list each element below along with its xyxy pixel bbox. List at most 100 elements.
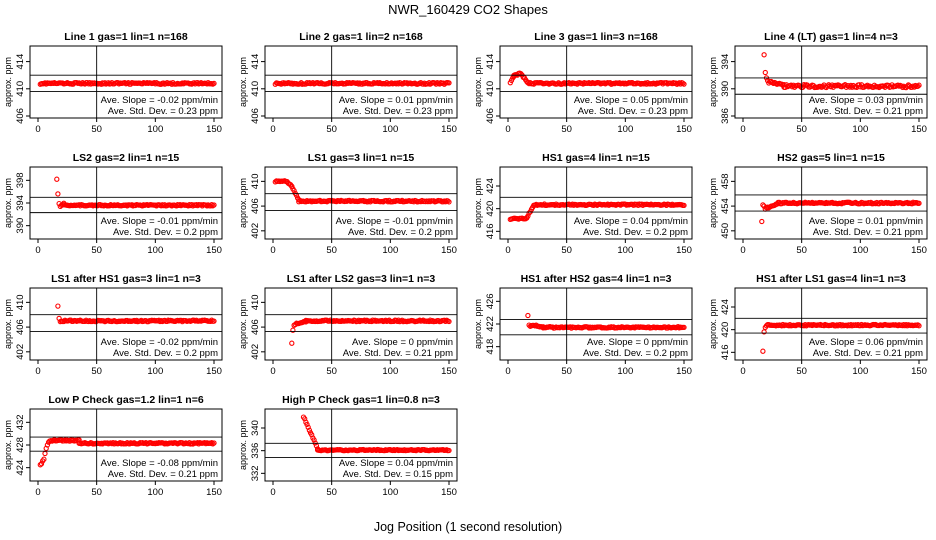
x-tick-label: 0	[740, 245, 745, 256]
data-point	[915, 83, 921, 89]
x-tick-label: 100	[147, 366, 163, 377]
stddev-annotation: Ave. Std. Dev. = 0.21 ppm	[813, 106, 923, 117]
x-tick-label: 150	[441, 124, 457, 135]
data-point	[352, 317, 358, 324]
data-point	[76, 437, 82, 443]
y-axis-label: approx. ppm	[708, 299, 718, 349]
y-tick-label: 410	[250, 294, 261, 310]
data-point	[425, 81, 431, 87]
data-point	[304, 421, 310, 428]
plot-frame	[734, 166, 928, 240]
y-tick-label: 414	[485, 54, 496, 70]
y-axis-label: approx. ppm	[238, 299, 248, 349]
stddev-annotation: Ave. Std. Dev. = 0.2 ppm	[113, 227, 218, 238]
panel-4: Line 4 (LT) gas=1 lin=4 n=3 approx. ppm 0 5…	[708, 31, 928, 135]
data-point	[379, 317, 385, 324]
plot-frame	[499, 166, 693, 240]
data-point	[211, 202, 217, 208]
y-tick-label: 454	[720, 198, 731, 214]
y-axis-label: approx. ppm	[238, 57, 248, 107]
data-point	[78, 81, 85, 87]
slope-annotation: Ave. Slope = 0.05 ppm/min	[574, 95, 688, 106]
y-axis-label: approx. ppm	[708, 178, 718, 228]
x-tick-label: 100	[382, 366, 398, 377]
data-point	[394, 318, 401, 325]
y-tick-label: 414	[250, 54, 261, 70]
y-axis-label: approx. ppm	[238, 178, 248, 228]
data-point	[122, 79, 128, 86]
data-point	[204, 203, 210, 209]
panel-title: HS2 gas=5 lin=1 n=15	[777, 152, 885, 164]
data-point	[681, 81, 687, 87]
data-point	[102, 80, 108, 86]
panel-3: Line 3 gas=1 lin=3 n=168 approx. ppm 0 50 10…	[473, 31, 693, 135]
stddev-annotation: Ave. Std. Dev. = 0.21 ppm	[108, 469, 218, 480]
data-point	[762, 69, 768, 76]
data-point	[42, 450, 48, 457]
x-tick-label: 100	[852, 124, 868, 135]
y-tick-label: 402	[15, 344, 26, 360]
data-points	[289, 317, 452, 346]
y-tick-label: 386	[720, 108, 731, 124]
x-tick-label: 150	[676, 124, 692, 135]
stddev-annotation: Ave. Std. Dev. = 0.23 ppm	[108, 106, 218, 117]
data-point	[761, 329, 767, 335]
panel-9: LS1 after HS1 gas=3 lin=1 n=3 approx. ppm…	[3, 273, 223, 377]
data-point	[167, 80, 174, 86]
plot-frame	[499, 45, 693, 119]
panel-2: Line 2 gas=1 lin=2 n=168 approx. ppm 0 50 10…	[238, 31, 458, 135]
y-axis-label: approx. ppm	[708, 57, 718, 107]
x-tick-label: 150	[911, 366, 927, 377]
y-tick-label: 398	[15, 172, 26, 188]
data-point	[111, 441, 117, 447]
panel-11: HS1 after HS2 gas=4 lin=1 n=3 approx. ppm…	[473, 273, 693, 377]
y-tick-label: 394	[15, 195, 26, 211]
y-tick-label: 416	[485, 223, 496, 239]
panel-title: HS1 after HS2 gas=4 lin=1 n=3	[521, 273, 672, 285]
slope-annotation: Ave. Slope = -0.02 ppm/min	[101, 95, 218, 106]
data-point	[76, 202, 82, 208]
x-tick-label: 50	[91, 487, 102, 498]
data-point	[616, 80, 623, 86]
x-tick-label: 150	[911, 124, 927, 135]
stddev-annotation: Ave. Std. Dev. = 0.2 ppm	[583, 348, 688, 359]
data-point	[289, 340, 295, 346]
data-point	[293, 192, 300, 198]
panel-title: HS1 gas=4 lin=1 n=15	[542, 152, 650, 164]
x-tick-label: 100	[617, 245, 633, 256]
data-point	[446, 447, 452, 454]
x-tick-label: 50	[796, 245, 807, 256]
plot-frame	[29, 287, 223, 361]
data-point	[37, 462, 43, 468]
x-tick-label: 0	[505, 245, 510, 256]
x-tick-label: 100	[852, 245, 868, 256]
data-point	[116, 81, 122, 87]
data-point	[309, 432, 315, 438]
figure-xlabel: Jog Position (1 second resolution)	[374, 520, 562, 534]
y-tick-label: 410	[15, 81, 26, 97]
panel-5: LS2 gas=2 lin=1 n=15 approx. ppm 0 50 100 150…	[3, 152, 223, 256]
data-point	[306, 427, 313, 433]
y-tick-label: 410	[250, 173, 261, 189]
x-tick-label: 100	[147, 487, 163, 498]
slope-annotation: Ave. Slope = -0.08 ppm/min	[101, 458, 218, 469]
data-point	[289, 80, 295, 86]
data-points	[507, 70, 687, 87]
data-point	[569, 201, 576, 207]
y-tick-label: 410	[250, 81, 261, 97]
x-tick-label: 100	[382, 245, 398, 256]
data-point	[442, 318, 449, 325]
data-point	[123, 441, 129, 447]
x-tick-label: 100	[852, 366, 868, 377]
x-tick-label: 50	[326, 487, 337, 498]
x-tick-label: 0	[270, 245, 275, 256]
data-point	[872, 200, 879, 207]
y-tick-label: 332	[250, 465, 261, 481]
x-tick-label: 50	[91, 245, 102, 256]
data-points	[300, 414, 452, 454]
data-point	[291, 187, 297, 194]
plot-frame	[264, 408, 458, 482]
y-tick-label: 402	[250, 223, 261, 239]
data-point	[404, 80, 410, 86]
y-tick-label: 406	[250, 198, 261, 214]
